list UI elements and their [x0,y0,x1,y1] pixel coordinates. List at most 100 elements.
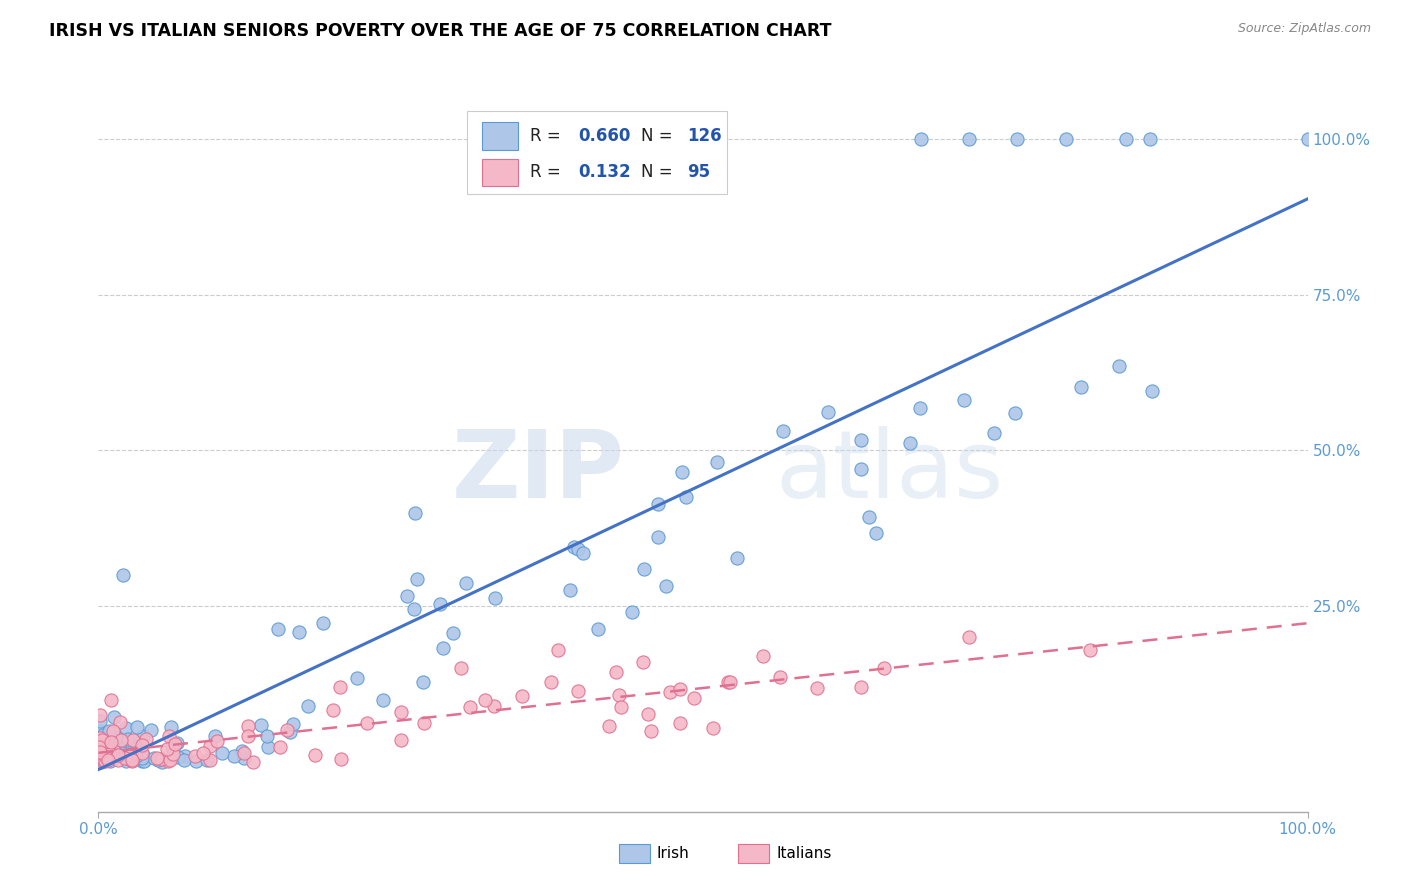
Point [94,735,117,749]
Point [173,748,195,763]
Point [454,576,477,591]
Point [205,734,228,748]
Point [280,724,302,739]
Point [98,747,121,761]
Text: 95: 95 [688,163,710,181]
Point [101,723,124,738]
Point [460,699,482,714]
Point [329,680,352,694]
Point [135,732,157,747]
Point [356,716,378,731]
Point [104,734,127,748]
Point [389,732,412,747]
Point [89,714,111,728]
Point [98,724,121,739]
Point [131,751,153,765]
Point [110,733,132,747]
Point [717,675,740,690]
Point [668,681,690,696]
Point [222,748,245,763]
Point [512,689,534,703]
Point [1108,359,1130,373]
Point [851,434,873,448]
Point [396,589,419,603]
Point [90,755,112,769]
Point [242,755,264,769]
Point [90,749,112,764]
Point [98,743,121,757]
Point [118,750,141,764]
Point [91,739,114,753]
Point [145,750,167,764]
Point [1070,380,1092,394]
Point [957,132,980,146]
Point [1007,132,1029,146]
Point [610,700,633,714]
Point [191,746,214,760]
Point [637,707,659,722]
Point [117,750,139,764]
Point [104,745,127,759]
Text: IRISH VS ITALIAN SENIORS POVERTY OVER THE AGE OF 75 CORRELATION CHART: IRISH VS ITALIAN SENIORS POVERTY OVER TH… [49,22,832,40]
Point [474,692,496,706]
Point [558,583,581,598]
Point [633,562,655,576]
Point [346,671,368,685]
Text: 126: 126 [688,128,721,145]
Point [441,625,464,640]
Point [114,751,136,765]
Point [122,746,145,760]
Point [640,723,662,738]
Point [200,739,222,753]
Point [865,526,887,541]
Point [706,455,728,469]
Text: Irish: Irish [657,847,689,861]
Point [898,435,921,450]
Point [195,753,218,767]
Point [159,753,181,767]
Point [162,744,184,758]
Point [122,748,145,763]
Point [250,718,273,732]
Point [297,699,319,714]
Point [101,739,124,754]
Text: Italians: Italians [776,847,831,861]
Point [118,749,141,764]
Point [90,753,112,767]
Point [858,509,880,524]
Point [105,730,128,744]
Point [131,755,153,769]
Point [97,743,120,757]
Point [163,737,186,751]
Point [659,685,682,699]
Point [683,690,706,705]
Point [607,689,630,703]
Point [231,744,253,758]
Point [115,754,138,768]
FancyBboxPatch shape [467,111,727,194]
Point [103,710,125,724]
Point [104,747,127,761]
Point [572,546,595,560]
Point [96,750,118,764]
Point [983,425,1005,440]
Point [103,742,125,756]
Text: R =: R = [530,163,567,181]
Point [304,747,326,762]
Point [150,755,173,769]
Text: R =: R = [530,128,567,145]
Point [1054,132,1077,146]
Point [669,716,692,731]
Point [586,623,609,637]
Point [269,739,291,754]
Point [114,721,136,735]
Point [567,541,589,556]
Text: 0.660: 0.660 [578,128,631,145]
Point [121,733,143,747]
Point [104,732,127,747]
Point [406,573,429,587]
Point [288,625,311,640]
Point [93,749,115,764]
Point [173,753,195,767]
Text: ZIP: ZIP [451,426,624,518]
